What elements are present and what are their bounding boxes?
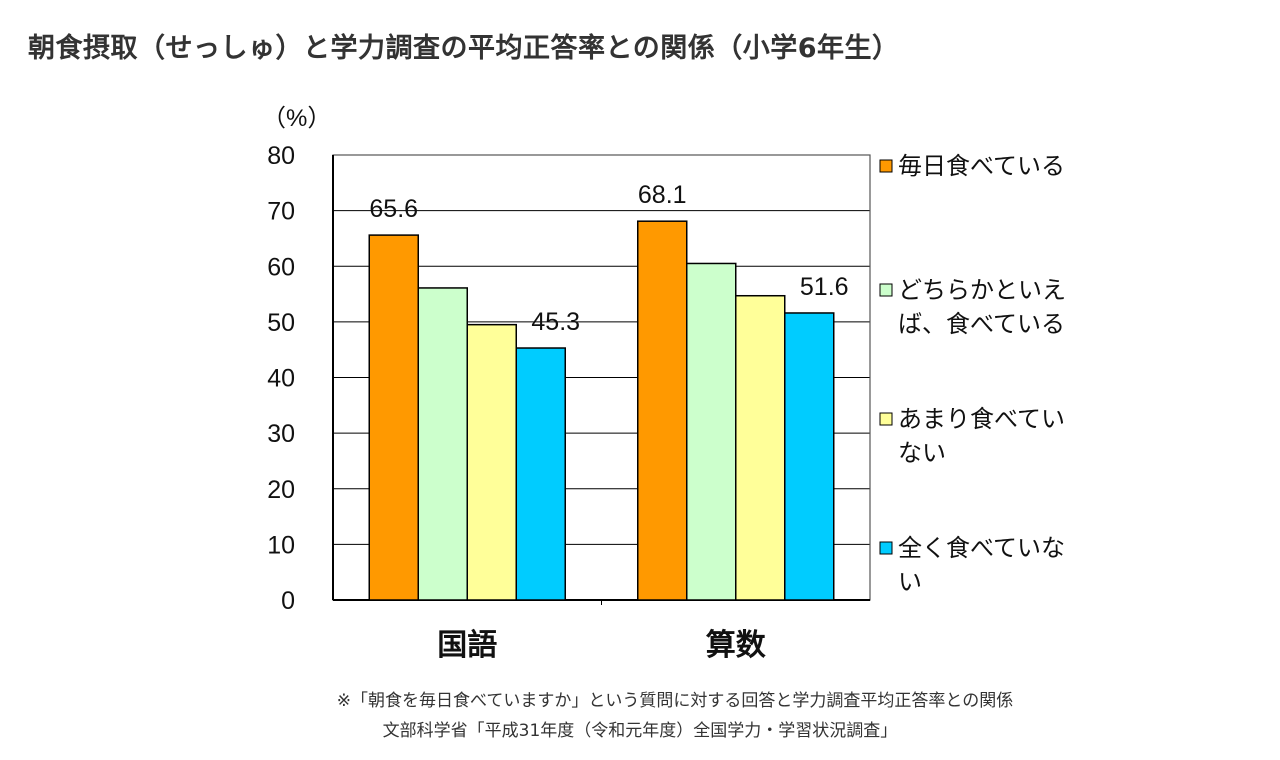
legend-label: どちらかといえ	[898, 277, 1066, 304]
data-label: 45.3	[531, 308, 580, 336]
data-label: 65.6	[369, 195, 418, 223]
bar	[417, 287, 468, 601]
legend-swatch	[879, 283, 893, 297]
y-tick-label: 70	[267, 198, 295, 226]
y-tick-label: 0	[281, 587, 295, 615]
y-tick-label: 60	[267, 253, 295, 281]
x-category-label: 国語	[437, 628, 497, 662]
bar	[637, 220, 688, 601]
data-label: 51.6	[800, 273, 849, 301]
page-title: 朝食摂取（せっしゅ）と学力調査の平均正答率との関係（小学6年生）	[28, 33, 900, 64]
data-label: 68.1	[638, 181, 687, 209]
y-tick-label: 30	[267, 420, 295, 448]
legend-label: あまり食べてい	[898, 406, 1065, 433]
footnote-question: ※「朝食を毎日食べていますか」という質問に対する回答と学力調査平均正答率との関係	[336, 691, 1014, 711]
legend-swatch	[879, 412, 893, 426]
legend-label: 毎日食べている	[898, 153, 1065, 180]
legend-label: ば、食べている	[898, 311, 1065, 338]
y-tick-label: 20	[267, 476, 295, 504]
y-tick-label: 40	[267, 365, 295, 393]
bar	[735, 294, 786, 601]
legend-swatch	[879, 159, 893, 173]
y-tick-label: 10	[267, 531, 295, 559]
y-tick-label: 80	[267, 142, 295, 170]
legend-label: い	[898, 569, 922, 596]
bar	[368, 234, 419, 601]
footnote-source: 文部科学省「平成31年度（令和元年度）全国学力・学習状況調査」	[382, 721, 898, 741]
bar	[686, 262, 737, 601]
bar	[515, 347, 566, 601]
x-category-label: 算数	[706, 628, 767, 662]
legend-label: 全く食べていな	[898, 535, 1065, 562]
legend-label: ない	[898, 440, 946, 467]
bar	[784, 312, 835, 601]
legend-swatch	[879, 541, 893, 555]
y-axis-unit-label: （%）	[262, 105, 331, 132]
y-tick-label: 50	[267, 309, 295, 337]
bar	[466, 323, 517, 601]
